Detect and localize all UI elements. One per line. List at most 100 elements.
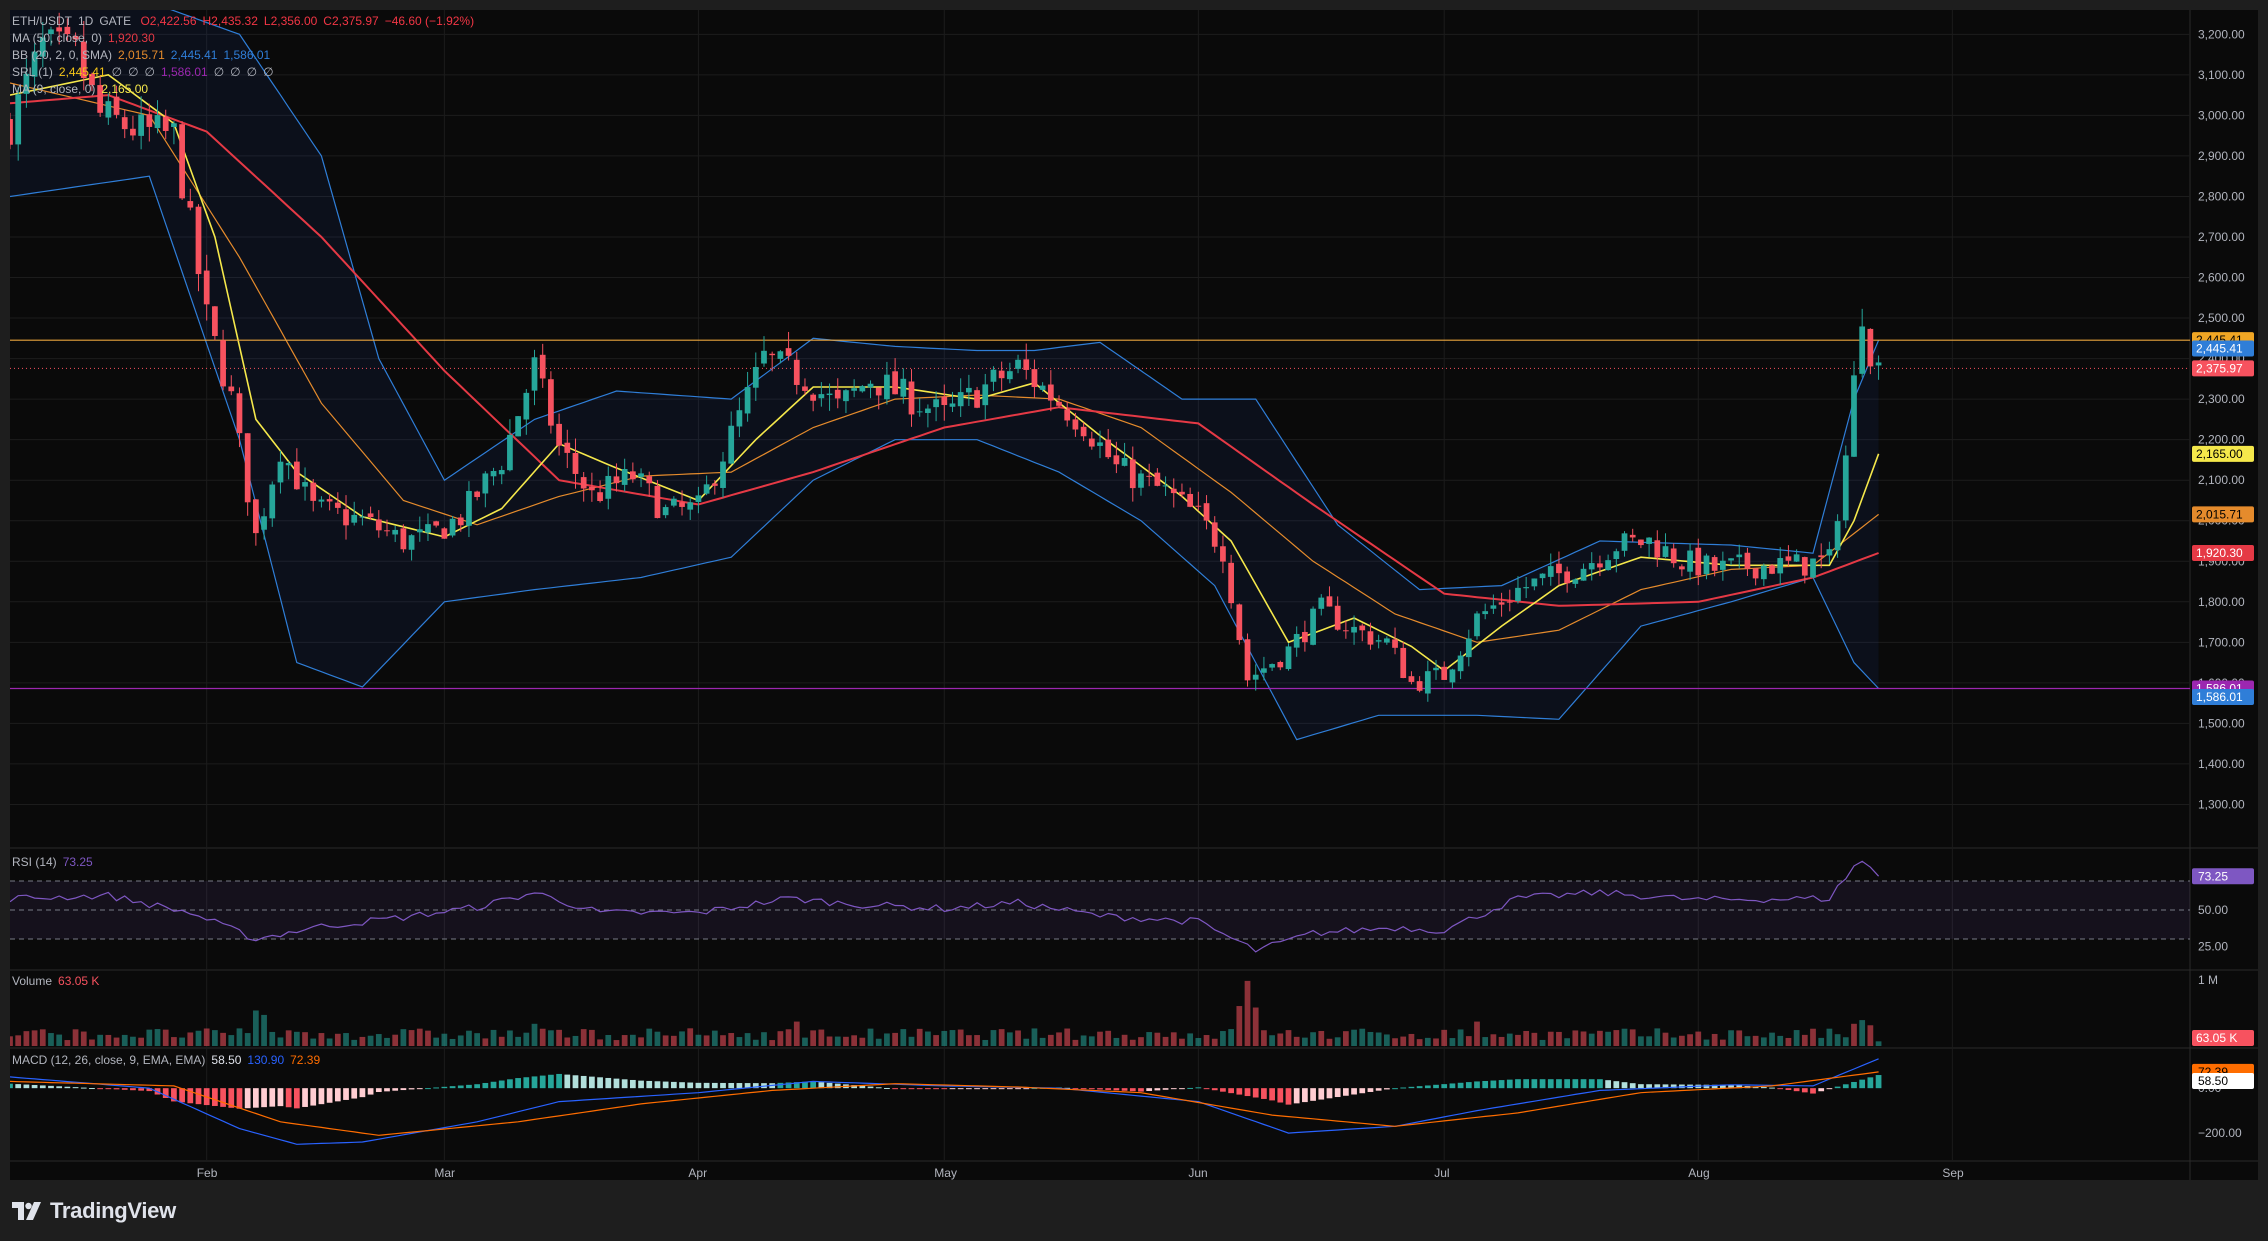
volume-bar	[1064, 1028, 1071, 1046]
legend-ma9-value: 2,165.00	[101, 82, 149, 96]
candle-body	[1875, 362, 1882, 366]
legend-ma9-name: MA (9, close, 0)	[12, 82, 96, 96]
legend-bb-name: BB (20, 2, 0, SMA)	[12, 48, 113, 62]
macd-histogram-bar	[736, 1083, 743, 1089]
volume-bar	[1031, 1028, 1038, 1046]
price-axis-label: 2,200.00	[2198, 433, 2245, 447]
macd-histogram-bar	[908, 1088, 915, 1090]
volume-bar	[466, 1030, 472, 1046]
volume-bar	[23, 1031, 30, 1046]
candle-body	[367, 513, 374, 518]
candle-body	[990, 369, 997, 382]
candle-body	[1851, 375, 1857, 457]
candle-body	[326, 499, 333, 502]
chart-canvas[interactable]: 1,300.001,400.001,500.001,600.001,700.00…	[10, 10, 2258, 1180]
volume-bar	[1506, 1033, 1513, 1046]
macd-histogram-bar	[933, 1088, 939, 1090]
volume-bar	[1220, 1031, 1226, 1046]
candle-body	[1531, 578, 1538, 587]
macd-histogram-bar	[334, 1088, 341, 1102]
volume-bar	[138, 1037, 144, 1046]
macd-legend[interactable]: MACD (12, 26, close, 9, EMA, EMA) 58.50 13…	[12, 1052, 326, 1069]
candle-body	[1760, 565, 1767, 580]
volume-bar	[1129, 1039, 1136, 1046]
macd-signal-line	[10, 1071, 1879, 1136]
price-badge-label: 2,375.97	[2196, 361, 2243, 375]
macd-histogram-bar	[1719, 1084, 1726, 1089]
volume-bar	[998, 1029, 1005, 1046]
candle-body	[56, 27, 63, 32]
volume-legend[interactable]: Volume 63.05 K	[12, 973, 105, 990]
legend-row-ma9[interactable]: MA (9, close, 0) 2,165.00	[12, 81, 480, 98]
candle-body	[392, 529, 399, 535]
candle-body	[1064, 409, 1071, 421]
candle-body	[416, 529, 423, 533]
candle-body	[1605, 560, 1611, 571]
candle-body	[1465, 638, 1472, 658]
volume-bar	[1646, 1036, 1652, 1046]
volume-bar	[539, 1028, 546, 1046]
macd-histogram-bar	[548, 1074, 554, 1089]
macd-histogram-bar	[531, 1076, 538, 1089]
macd-histogram-bar	[1465, 1082, 1472, 1089]
volume-bar	[728, 1033, 735, 1046]
macd-histogram-bar	[1187, 1087, 1194, 1089]
macd-histogram-bar	[1351, 1088, 1357, 1095]
legend-symbol[interactable]: ETH/USDT	[12, 14, 72, 28]
volume-bar	[400, 1029, 407, 1046]
candle-body	[1679, 566, 1685, 570]
volume-axis-label: 1 M	[2198, 973, 2218, 987]
macd-histogram-bar	[990, 1088, 997, 1090]
candle-body	[1621, 533, 1628, 551]
macd-histogram-bar	[244, 1088, 251, 1109]
candle-body	[1072, 419, 1079, 430]
volume-bar	[474, 1033, 481, 1046]
trading-chart[interactable]: 1,300.001,400.001,500.001,600.001,700.00…	[10, 10, 2258, 1180]
legend-row-bb[interactable]: BB (20, 2, 0, SMA) 2,015.71 2,445.41 1,586.…	[12, 47, 480, 64]
candle-body	[425, 524, 431, 533]
legend-row-ma50[interactable]: MA (50, close, 0) 1,920.30	[12, 30, 480, 47]
volume-bar	[1047, 1034, 1054, 1046]
macd-histogram-bar	[884, 1087, 890, 1089]
volume-bar	[1392, 1038, 1398, 1046]
volume-bar	[1605, 1031, 1611, 1046]
volume-bar	[589, 1029, 595, 1046]
volume-bar	[195, 1030, 202, 1046]
volume-bar	[1293, 1036, 1300, 1046]
macd-histogram-bar	[1252, 1088, 1259, 1098]
legend-open: O2,422.56	[140, 14, 197, 28]
candle-body	[343, 509, 349, 526]
candle-body	[121, 117, 128, 130]
candle-body	[638, 473, 644, 477]
volume-bar	[261, 1014, 267, 1046]
volume-bar	[277, 1037, 284, 1046]
macd-histogram-bar	[261, 1088, 267, 1108]
candle-body	[1408, 676, 1415, 682]
volume-bar	[859, 1037, 866, 1046]
volume-bar	[908, 1036, 915, 1046]
tradingview-logo[interactable]: TradingView	[12, 1198, 176, 1224]
candle-body	[867, 383, 874, 388]
volume-bar	[1433, 1038, 1439, 1046]
macd-histogram-bar	[1203, 1088, 1210, 1090]
volume-bar	[293, 1031, 300, 1046]
candle-body	[1424, 671, 1431, 694]
candle-body	[1769, 565, 1775, 574]
legend-row-srl[interactable]: SRL (1) 2,445.41 ∅ ∅ ∅ 1,586.01 ∅ ∅ ∅ ∅	[12, 64, 480, 81]
volume-bar	[154, 1029, 161, 1046]
macd-histogram-bar	[1334, 1088, 1341, 1098]
legend-bb-upper: 2,445.41	[170, 48, 218, 62]
volume-bar	[1736, 1030, 1743, 1046]
footer-bar: TradingView	[10, 1180, 2258, 1241]
candle-body	[384, 530, 390, 532]
volume-bar	[441, 1033, 448, 1046]
candle-body	[498, 470, 505, 475]
candle-body	[916, 411, 923, 413]
macd-histogram-bar	[277, 1088, 284, 1107]
macd-histogram-bar	[375, 1088, 382, 1093]
volume-bar	[843, 1036, 849, 1046]
volume-bar	[285, 1030, 292, 1046]
legend-srl-v1: 2,445.41	[58, 65, 106, 79]
candle-body	[1638, 539, 1644, 546]
rsi-legend[interactable]: RSI (14) 73.25	[12, 854, 99, 871]
